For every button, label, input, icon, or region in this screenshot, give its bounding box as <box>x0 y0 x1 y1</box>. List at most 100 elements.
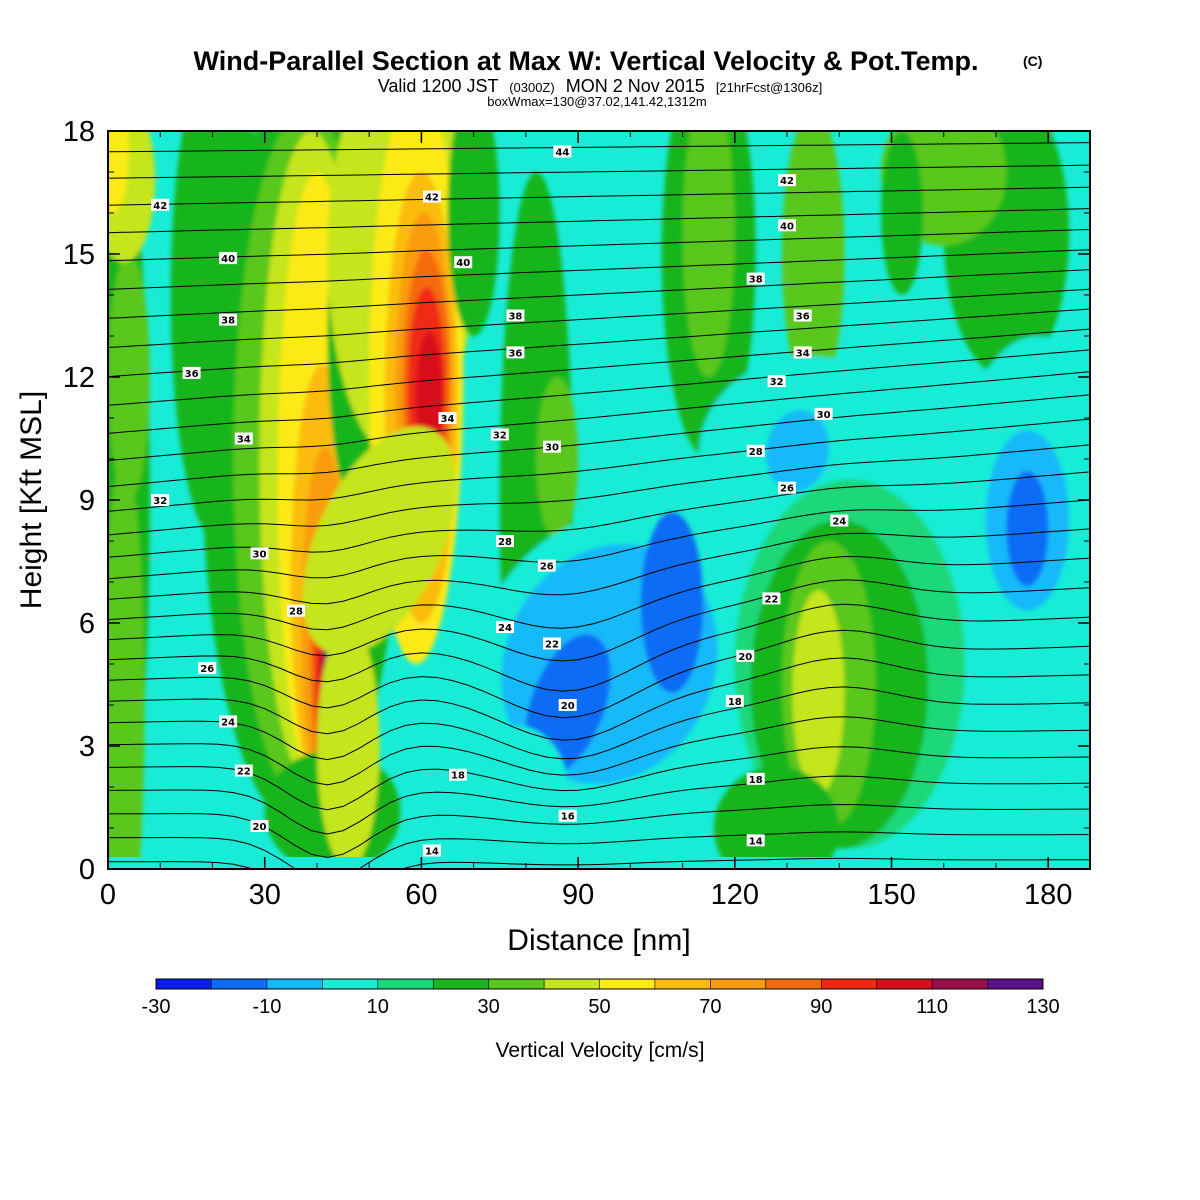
x-axis-ticks: 0 30 60 90 120 150 180 <box>100 131 1072 911</box>
valid-prefix: Valid 1200 JST <box>378 76 499 96</box>
theta-label-box <box>543 440 561 453</box>
theta-label-text: 44 <box>555 148 569 159</box>
theta-label-text: 32 <box>153 496 167 507</box>
isentrope-line <box>108 308 1090 378</box>
x-axis-label: Distance [nm] <box>507 924 690 957</box>
colorbar-tick-label: 70 <box>699 996 721 1018</box>
theta-label-text: 22 <box>764 594 778 605</box>
theta-label-text: 26 <box>780 484 794 495</box>
theta-label: 30 <box>543 440 561 454</box>
theta-label-box <box>746 772 765 785</box>
theta-label-text: 34 <box>237 435 251 446</box>
x-tick-label: 0 <box>100 879 116 911</box>
theta-label-text: 28 <box>498 537 512 548</box>
isentrope-line <box>108 228 1090 262</box>
theta-label-box <box>793 309 812 322</box>
theta-label-box <box>496 621 514 634</box>
colorbar-swatch <box>987 979 1044 989</box>
x-tick-label: 120 <box>711 879 759 911</box>
theta-label-text: 14 <box>425 847 439 858</box>
theta-label: 32 <box>151 494 170 507</box>
theta-label-text: 22 <box>237 767 251 778</box>
theta-label: 14 <box>422 844 441 858</box>
w-contour-region <box>536 377 579 541</box>
theta-label-box <box>490 428 509 441</box>
theta-label: 40 <box>778 219 796 232</box>
w-contour-region <box>682 131 735 377</box>
isentrope-line <box>108 142 1090 153</box>
w-contour-region <box>108 254 150 500</box>
colorbar-swatch <box>211 979 268 989</box>
w-contour-region <box>1006 471 1049 587</box>
y-axis-label: Height [Kft MSL] <box>15 391 48 609</box>
y-tick-label: 0 <box>79 854 95 886</box>
theta-label: 16 <box>558 809 577 823</box>
theta-label-text: 24 <box>832 517 846 528</box>
theta-label-box <box>151 198 170 211</box>
y-tick-label: 6 <box>79 608 95 640</box>
theta-label-box <box>234 764 253 777</box>
theta-label-box <box>746 834 765 847</box>
theta-label-box <box>767 375 786 388</box>
theta-label-text: 32 <box>770 377 784 388</box>
copyright-mark: (C) <box>1023 53 1042 69</box>
theta-label-box <box>746 272 765 285</box>
theta-label: 18 <box>725 694 744 708</box>
isentrope-line <box>108 269 1090 319</box>
isentrope-line <box>108 528 1090 605</box>
theta-label-box <box>537 559 556 572</box>
isentrope-line <box>108 803 1090 859</box>
theta-label: 32 <box>767 375 786 388</box>
w-contour-region <box>463 725 568 849</box>
isentrope-line <box>108 418 1090 512</box>
w-contour-region <box>317 623 380 869</box>
theta-label: 34 <box>234 432 253 446</box>
theta-label-text: 30 <box>253 549 267 560</box>
theta-label-box <box>250 547 269 560</box>
theta-label-box <box>182 366 201 379</box>
theta-label: 24 <box>219 715 238 728</box>
theta-label-text: 34 <box>796 348 810 359</box>
theta-label-text: 20 <box>738 652 752 663</box>
theta-label: 32 <box>490 428 509 441</box>
isentrope-line <box>108 288 1090 348</box>
theta-label-box <box>725 694 744 707</box>
colorbar-tick-label: 130 <box>1026 996 1059 1018</box>
theta-label: 20 <box>250 820 269 833</box>
theta-label-text: 36 <box>508 348 522 359</box>
isentrope-line <box>108 579 1090 662</box>
colorbar-swatch <box>488 979 545 989</box>
w-contour-region <box>781 131 845 398</box>
colorbar-tick-label: 50 <box>588 996 610 1018</box>
theta-label-text: 38 <box>749 275 763 286</box>
theta-label-text: 40 <box>221 254 235 265</box>
theta-label: 38 <box>746 272 765 286</box>
theta-label-box <box>234 432 253 445</box>
theta-label: 28 <box>746 444 765 458</box>
w-contour-region <box>447 131 500 336</box>
colorbar-swatch <box>654 979 711 989</box>
theta-label-text: 20 <box>253 822 267 833</box>
theta-label: 26 <box>537 559 556 573</box>
colorbar-tick-label: 10 <box>367 996 389 1018</box>
y-tick-label: 18 <box>63 116 95 148</box>
theta-label: 36 <box>793 309 812 323</box>
theta-label: 18 <box>746 772 765 786</box>
theta-label-box <box>506 309 525 322</box>
theta-label-text: 36 <box>185 369 199 380</box>
theta-label: 26 <box>778 481 796 495</box>
isentrope-line <box>108 603 1090 692</box>
theta-label-box <box>558 699 577 711</box>
theta-label-box <box>814 407 833 420</box>
theta-label: 22 <box>234 764 253 778</box>
theta-label-box <box>250 820 269 832</box>
theta-label-box <box>793 346 812 359</box>
y-tick-label: 9 <box>79 485 95 517</box>
theta-label-text: 28 <box>749 447 763 458</box>
theta-label-box <box>422 190 441 203</box>
theta-label: 38 <box>506 309 525 323</box>
isentrope-line <box>108 716 1090 786</box>
theta-label-text: 26 <box>540 562 554 573</box>
